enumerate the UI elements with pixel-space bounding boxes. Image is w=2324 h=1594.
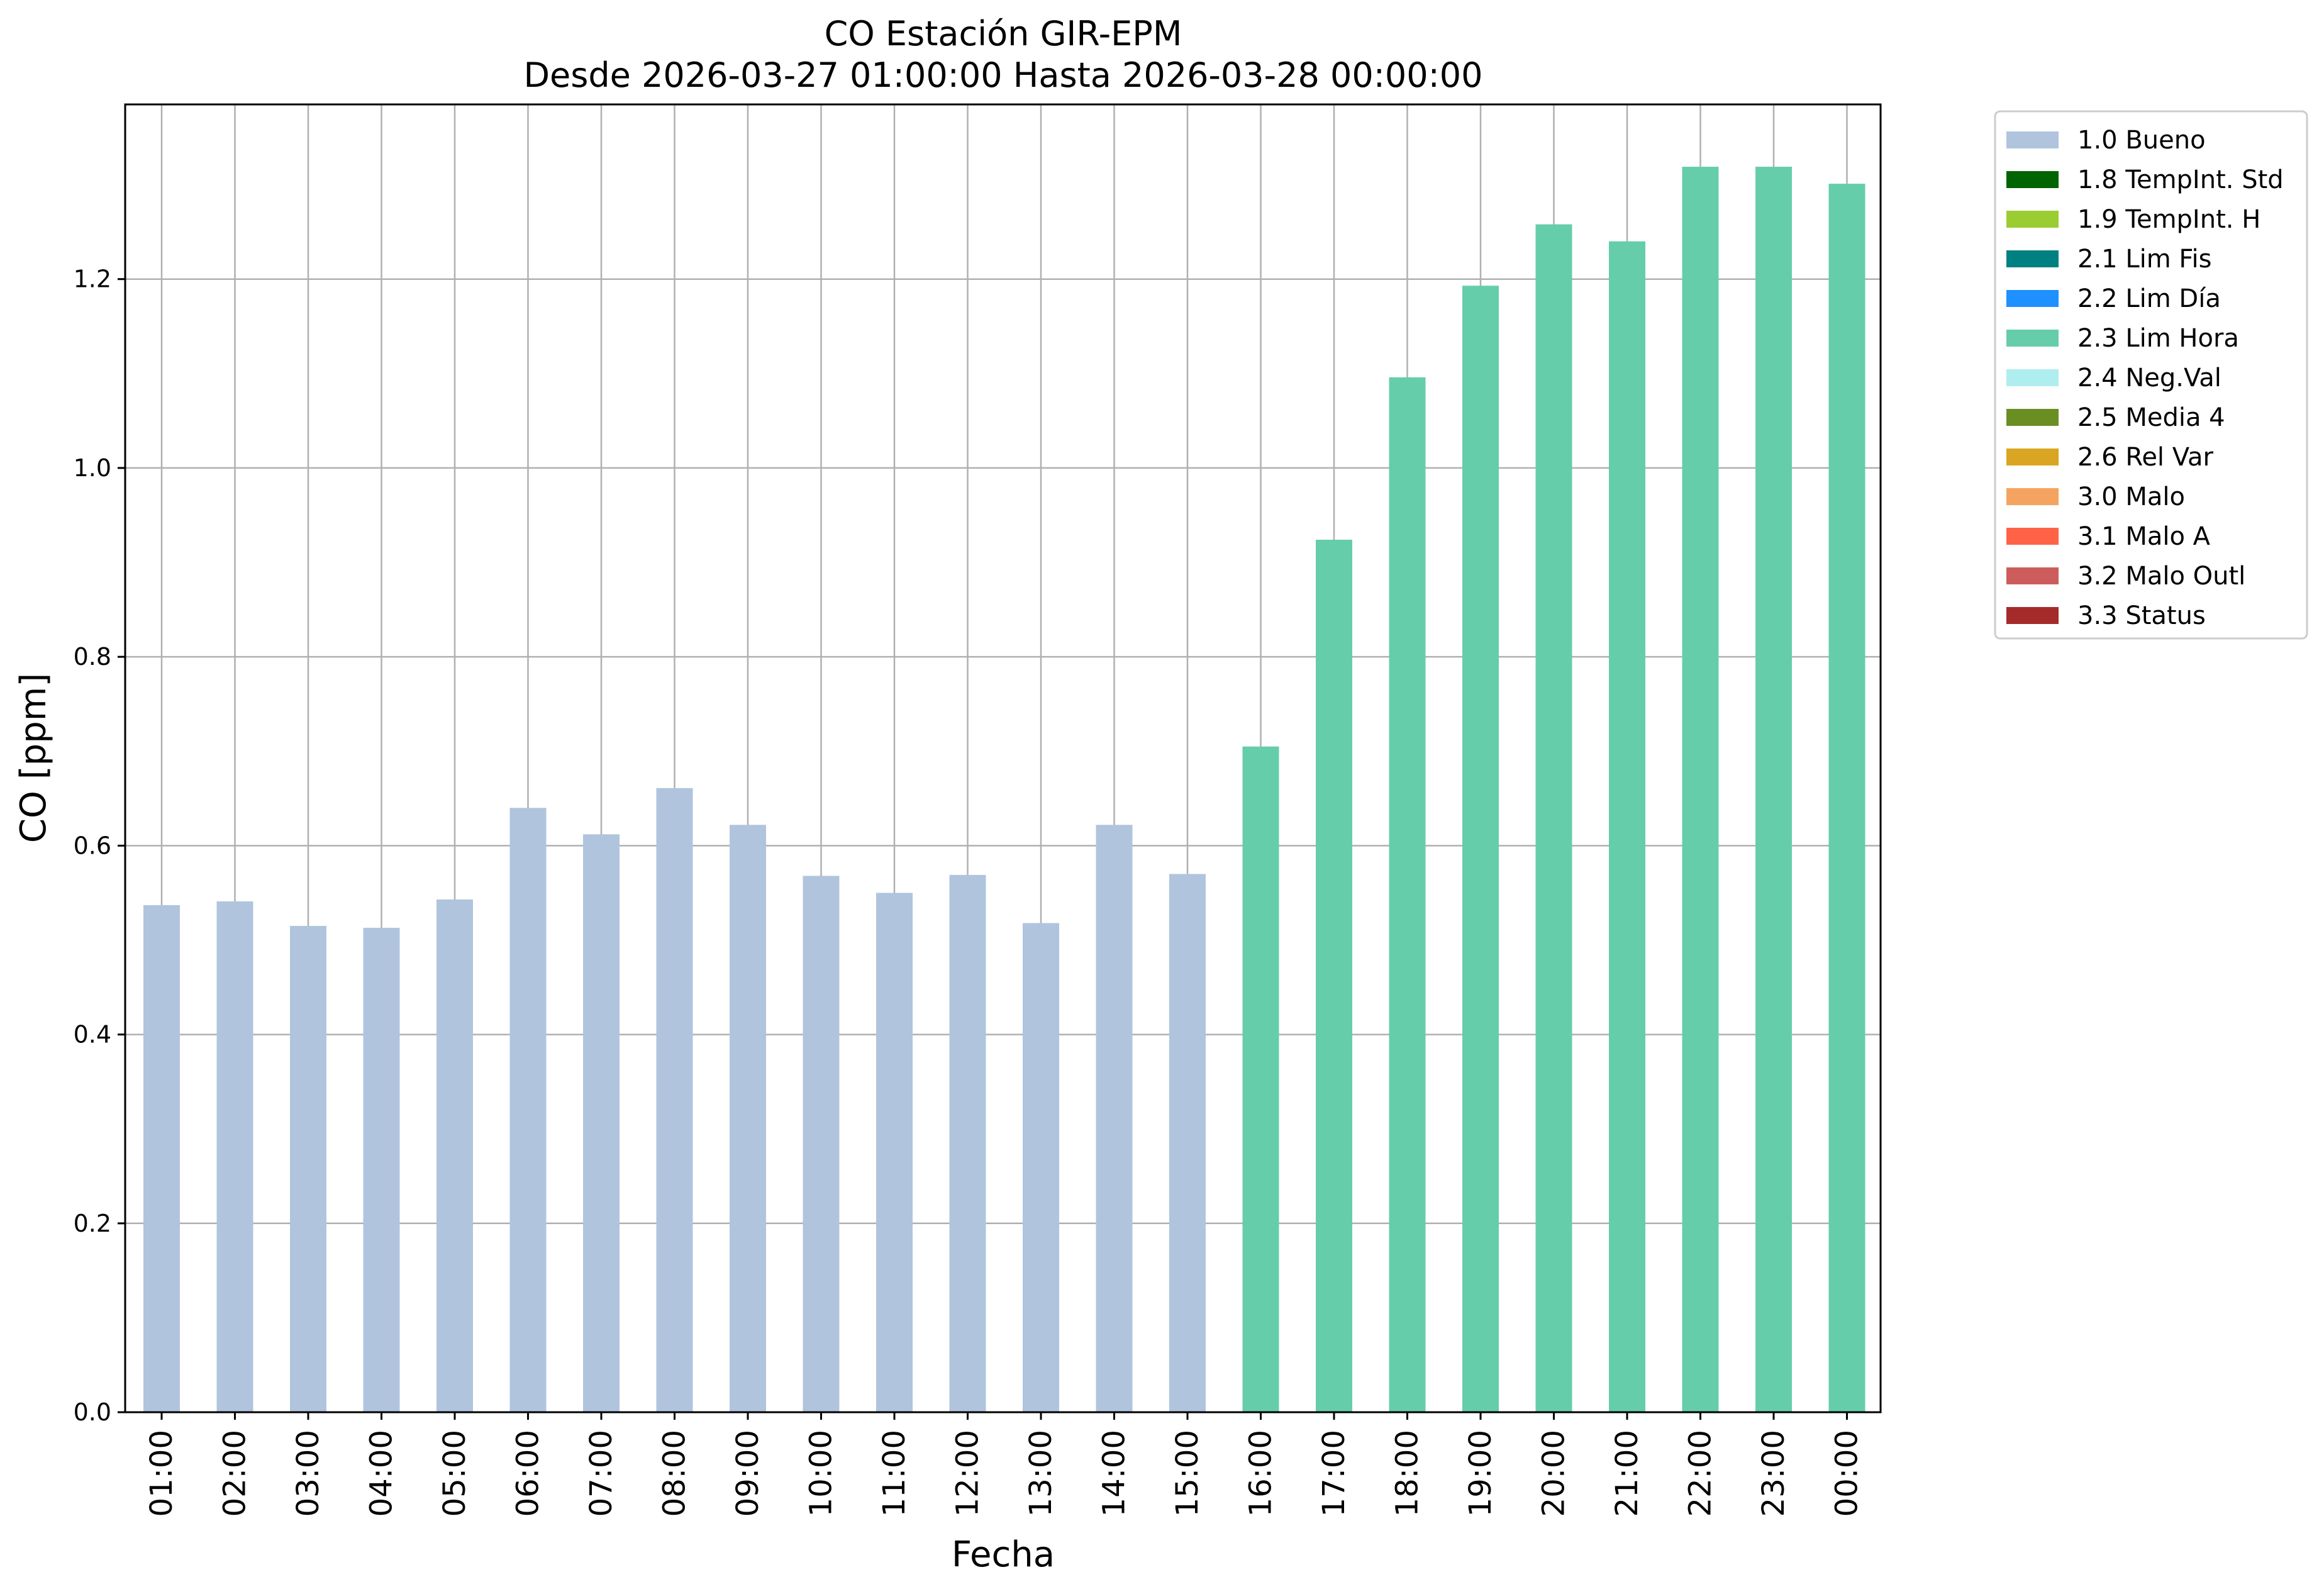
legend-swatch	[2006, 607, 2059, 624]
legend-swatch	[2006, 567, 2059, 584]
bar-2200	[1682, 167, 1719, 1412]
legend-label: 3.0 Malo	[2077, 482, 2185, 511]
y-tick-label: 0.0	[74, 1398, 111, 1426]
y-tick-label: 0.4	[74, 1021, 111, 1049]
bar-1900	[1462, 286, 1499, 1412]
bar-1600	[1242, 746, 1279, 1412]
y-tick-label: 1.2	[74, 265, 111, 293]
bar-1200	[949, 874, 986, 1412]
bar-0500	[436, 899, 473, 1412]
x-tick-label: 11:00	[877, 1430, 912, 1517]
x-tick-label: 15:00	[1170, 1430, 1205, 1517]
y-axis-label: CO [ppm]	[13, 673, 54, 843]
legend: 1.0 Bueno 1.8 TempInt. Std 1.9 TempInt. H 2…	[1994, 110, 2308, 640]
bar-1100	[876, 893, 913, 1412]
x-tick-label: 16:00	[1243, 1430, 1279, 1517]
legend-swatch	[2006, 171, 2059, 188]
legend-label: 1.9 TempInt. H	[2077, 205, 2260, 234]
bar-1400	[1096, 825, 1133, 1412]
x-tick-label: 00:00	[1830, 1430, 1865, 1517]
x-tick-label: 05:00	[437, 1430, 472, 1517]
x-tick-label: 22:00	[1683, 1430, 1718, 1517]
x-tick-label: 13:00	[1023, 1430, 1059, 1517]
legend-swatch	[2006, 330, 2059, 347]
x-tick-label: 12:00	[950, 1430, 986, 1517]
legend-label: 2.4 Neg.Val	[2077, 364, 2221, 393]
x-tick-label: 07:00	[584, 1430, 619, 1517]
x-tick-label: 14:00	[1097, 1430, 1132, 1517]
legend-swatch	[2006, 250, 2059, 267]
x-tick-label: 18:00	[1390, 1430, 1425, 1517]
x-tick-label: 20:00	[1537, 1430, 1572, 1517]
bar-0000	[1828, 184, 1865, 1413]
legend-swatch	[2006, 290, 2059, 307]
legend-swatch	[2006, 211, 2059, 228]
legend-label: 2.6 Rel Var	[2077, 443, 2214, 472]
legend-label: 1.0 Bueno	[2077, 126, 2206, 155]
legend-frame	[1994, 110, 2308, 640]
bar-1000	[803, 876, 840, 1412]
y-ticks: 0.0 0.2 0.4 0.6 0.8 1.0 1.2	[74, 265, 125, 1426]
bar-2100	[1609, 241, 1645, 1413]
x-tick-label: 02:00	[218, 1430, 253, 1517]
x-tick-label: 19:00	[1463, 1430, 1498, 1517]
legend-swatch	[2006, 449, 2059, 465]
legend-label: 3.2 Malo Outl	[2077, 562, 2245, 591]
bar-0300	[290, 925, 326, 1412]
bar-0100	[143, 905, 180, 1412]
legend-label: 2.5 Media 4	[2077, 403, 2225, 432]
x-tick-label: 10:00	[804, 1430, 839, 1517]
legend-swatch	[2006, 528, 2059, 545]
y-tick-label: 0.2	[74, 1210, 111, 1237]
plot-frame	[124, 103, 1882, 1413]
x-tick-label: 17:00	[1316, 1430, 1352, 1517]
chart-title-line2: Desde 2026-03-27 01:00:00 Hasta 2026-03-…	[523, 55, 1482, 95]
bar-0200	[216, 901, 253, 1412]
bar-0700	[583, 834, 620, 1412]
bar-1500	[1169, 874, 1206, 1412]
x-tick-label: 03:00	[291, 1430, 326, 1517]
legend-swatch	[2006, 488, 2059, 505]
x-ticks: 01:00 02:00 03:00 04:00 05:00 06:00 07:00 08:00…	[144, 1412, 1865, 1517]
x-axis-label: Fecha	[952, 1534, 1055, 1575]
bar-0800	[656, 788, 693, 1412]
x-tick-label: 08:00	[657, 1430, 692, 1517]
x-tick-label: 06:00	[511, 1430, 546, 1517]
bars	[143, 167, 1865, 1413]
bar-1300	[1023, 923, 1059, 1412]
bar-1700	[1316, 539, 1352, 1412]
x-tick-label: 23:00	[1756, 1430, 1791, 1517]
y-tick-label: 1.0	[74, 454, 111, 482]
x-tick-label: 01:00	[144, 1430, 179, 1517]
bar-2300	[1755, 167, 1792, 1412]
legend-label: 3.1 Malo A	[2077, 522, 2211, 551]
y-tick-label: 0.8	[74, 643, 111, 671]
legend-label: 1.8 TempInt. Std	[2077, 165, 2284, 194]
legend-swatch	[2006, 369, 2059, 386]
chart-title-line1: CO Estación GIR-EPM	[825, 14, 1182, 53]
x-tick-label: 09:00	[730, 1430, 765, 1517]
x-tick-label: 04:00	[364, 1430, 399, 1517]
legend-label: 2.1 Lim Fis	[2077, 245, 2211, 274]
bar-1800	[1389, 377, 1426, 1412]
bar-0400	[363, 927, 400, 1412]
bar-0600	[509, 808, 547, 1412]
legend-swatch	[2006, 131, 2059, 148]
bar-2000	[1535, 224, 1572, 1412]
y-tick-label: 0.6	[74, 832, 111, 859]
legend-label: 2.3 Lim Hora	[2077, 324, 2239, 353]
legend-label: 2.2 Lim Día	[2077, 284, 2221, 313]
legend-label: 3.3 Status	[2077, 601, 2206, 630]
legend-swatch	[2006, 409, 2059, 426]
x-tick-label: 21:00	[1610, 1430, 1645, 1517]
bar-0900	[730, 825, 766, 1412]
